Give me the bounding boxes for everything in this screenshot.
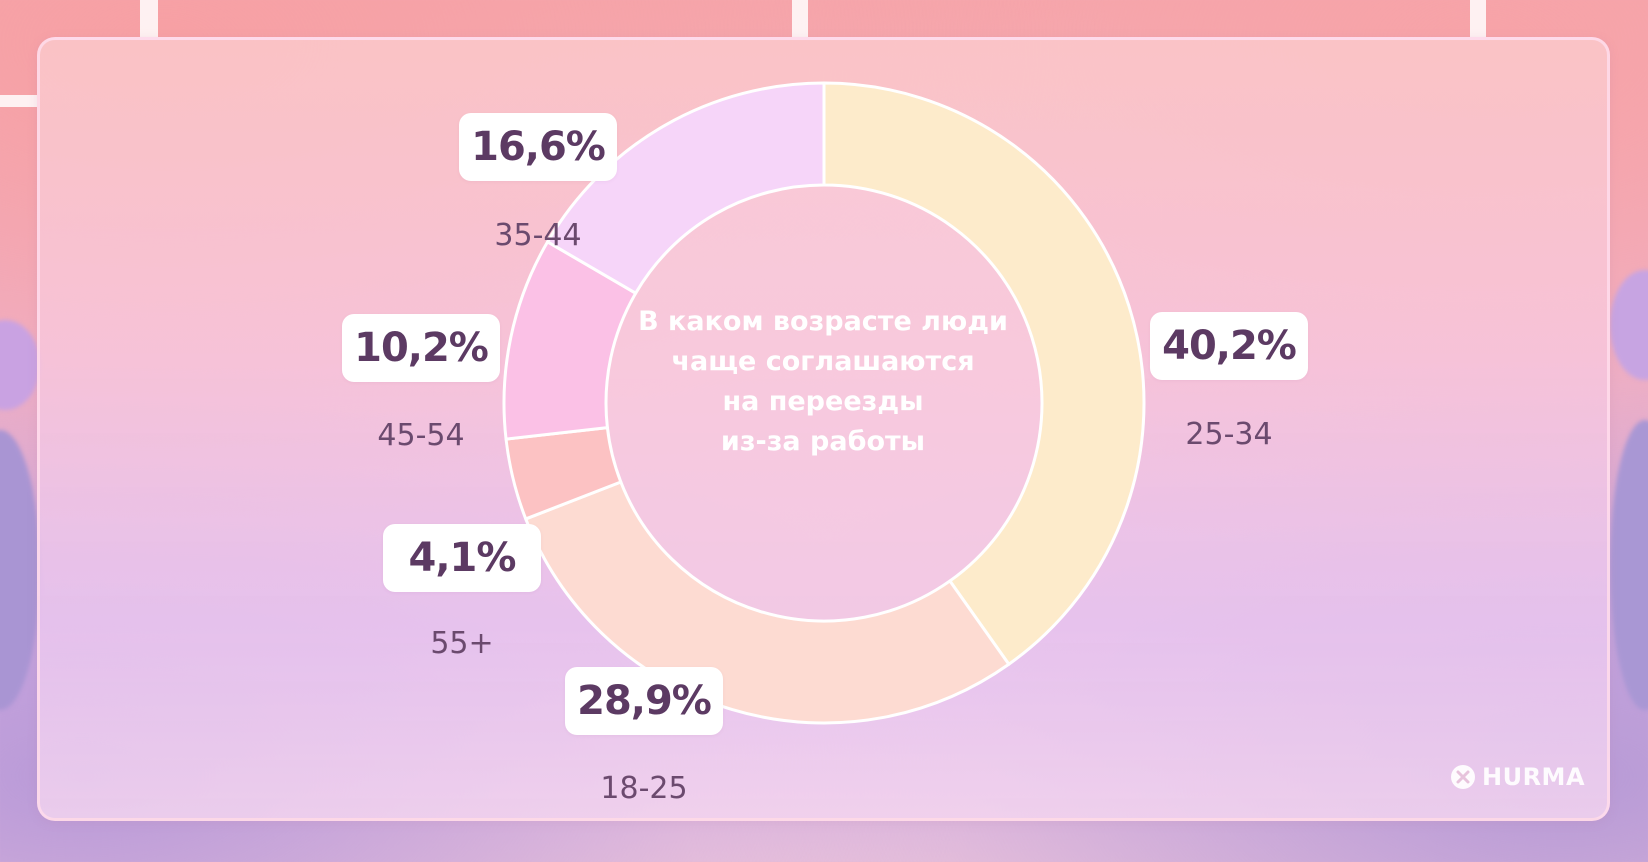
- donut-slice-25-34: [822, 81, 1146, 666]
- slice-value-label-18-25: 28,9%: [565, 667, 723, 735]
- chart-title-line-1: В каком возрасте люди: [638, 306, 1008, 337]
- background-window-frame-mid: [792, 0, 808, 37]
- chart-title-line-2: чаще соглашаются: [671, 346, 975, 377]
- slice-value-label-45-54: 10,2%: [342, 314, 500, 382]
- chart-title-line-4: из-за работы: [720, 426, 926, 457]
- brand-logo: HURMA: [1450, 763, 1585, 791]
- background-window-frame-left: [140, 0, 158, 37]
- slice-category-label-18-25: 18-25: [600, 771, 688, 806]
- donut-center-disc: [606, 185, 1042, 621]
- slice-category-label-55-plus: 55+: [430, 626, 494, 661]
- chart-title-line-3: на переезды: [722, 386, 924, 417]
- slice-category-label-45-54: 45-54: [377, 418, 465, 453]
- slice-value-label-35-44: 16,6%: [459, 113, 617, 181]
- slice-category-label-25-34: 25-34: [1185, 417, 1273, 452]
- hurma-logo-icon: [1451, 765, 1475, 789]
- background-window-frame-right: [1470, 0, 1486, 37]
- chart-title: В каком возрасте люди чаще соглашаются н…: [603, 302, 1043, 462]
- slice-category-label-35-44: 35-44: [494, 218, 582, 253]
- brand-logo-text: HURMA: [1482, 763, 1586, 791]
- background-window-sill: [0, 95, 37, 107]
- slice-value-label-25-34: 40,2%: [1150, 312, 1308, 380]
- slice-value-label-55-plus: 4,1%: [383, 524, 541, 592]
